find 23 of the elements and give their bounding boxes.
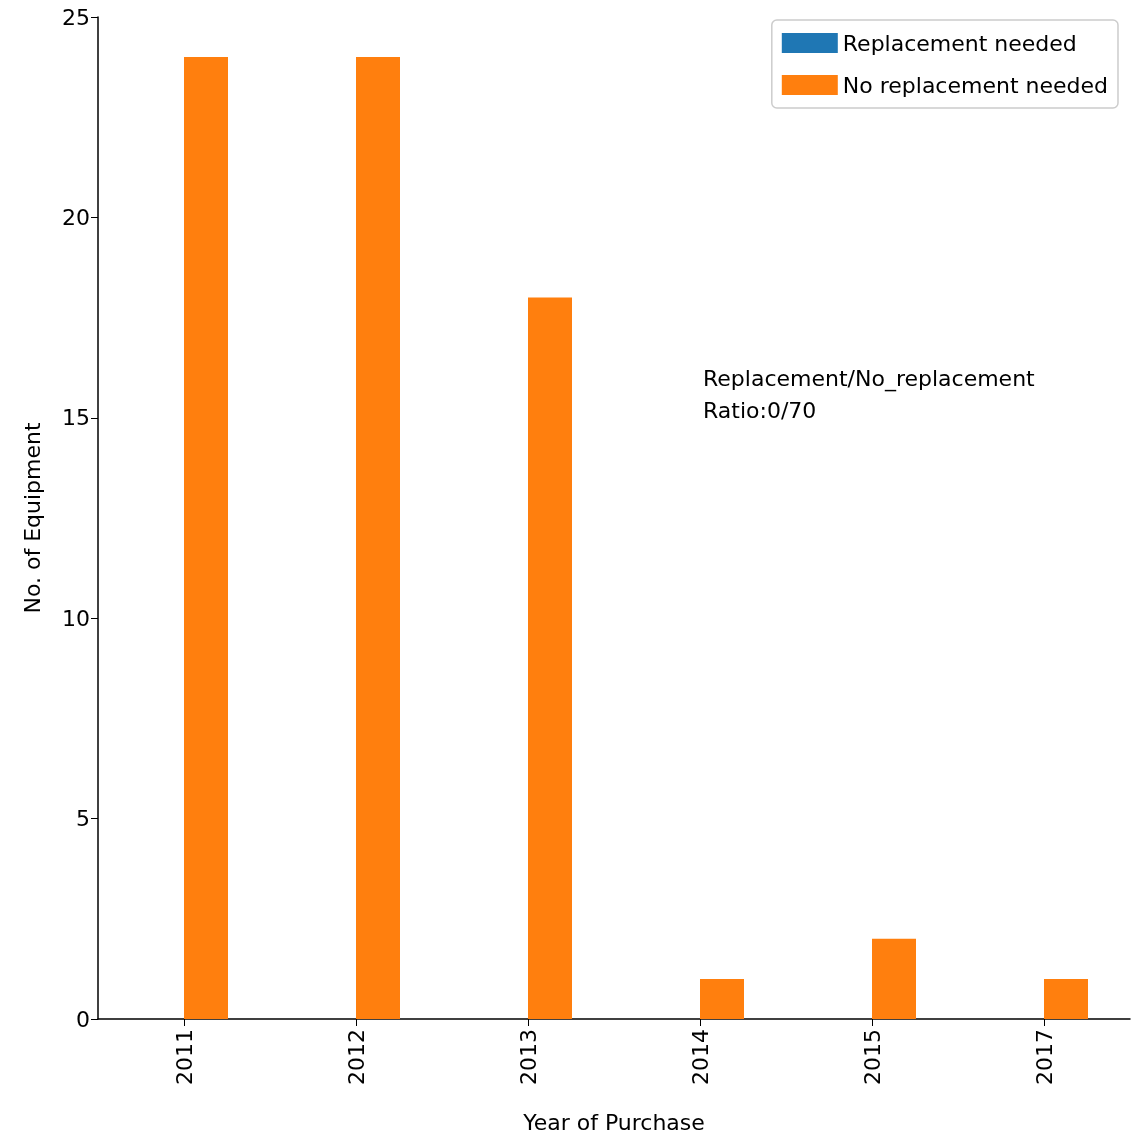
bar [184,57,228,1019]
x-tick-label: 2012 [343,1029,369,1085]
bar [1044,978,1088,1019]
x-tick-label: 2014 [687,1029,713,1085]
x-tick-label: 2015 [859,1029,885,1085]
y-axis-title: No. of Equipment [19,422,45,614]
y-tick-label: 0 [76,1006,90,1032]
y-tick-label: 15 [62,405,90,431]
legend-label: No replacement needed [842,72,1108,98]
x-tick-label: 2017 [1031,1029,1057,1085]
y-tick-label: 10 [62,605,90,631]
x-tick-label: 2011 [171,1029,197,1085]
x-tick-label: 2013 [515,1029,541,1085]
x-axis-title: Year of Purchase [522,1109,705,1135]
bar [700,978,744,1019]
bar [528,297,572,1019]
y-tick-label: 20 [62,204,90,230]
bar [356,57,400,1019]
legend-label: Replacement needed [842,30,1077,56]
y-tick-label: 25 [62,4,90,30]
y-tick-label: 5 [76,806,90,832]
annotation: Replacement/No_replacement Ratio:0/70 [703,365,1036,423]
bar [872,938,916,1019]
